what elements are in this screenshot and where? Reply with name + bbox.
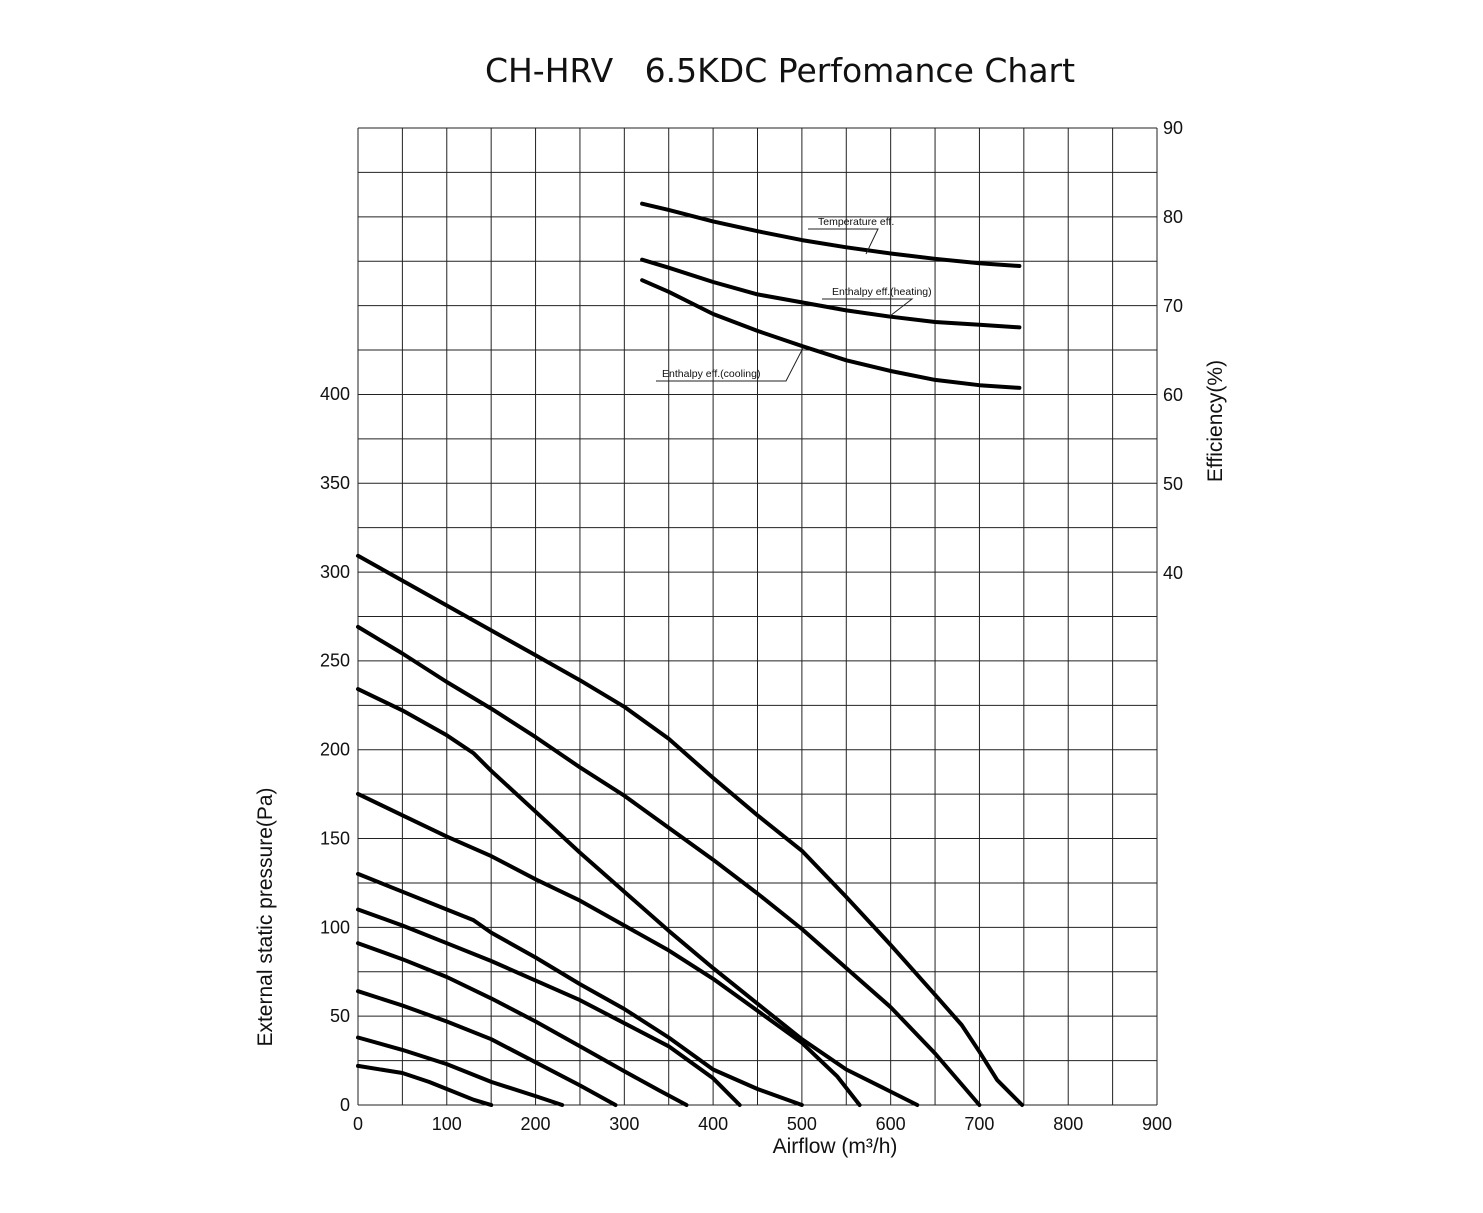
enthalpy-heating-eff-label: Enthalpy eff.(heating) (832, 286, 932, 298)
temperature-eff-label: Temperature eff. (818, 216, 894, 228)
x-tick-label: 600 (876, 1114, 906, 1134)
x-tick-label: 200 (521, 1114, 551, 1134)
enthalpy-cooling-eff-curve (640, 278, 1022, 390)
chart-title: CH-HRV 6.5KDC Perfomance Chart (485, 51, 1075, 90)
enthalpy-heating-eff-curve (640, 257, 1022, 330)
x-axis-label: Airflow (m³/h) (773, 1135, 898, 1158)
y-axis-label: External static pressure(Pa) (254, 787, 277, 1046)
y2-tick-label: 80 (1163, 207, 1183, 227)
y2-tick-label: 90 (1163, 118, 1183, 138)
y2-tick-label: 60 (1163, 385, 1183, 405)
y-tick-label: 150 (320, 828, 350, 848)
y-tick-label: 0 (340, 1095, 350, 1115)
pressure-curve-10 (356, 1063, 494, 1107)
x-tick-label: 400 (698, 1114, 728, 1134)
y-tick-label: 300 (320, 562, 350, 582)
pressure-curve-5 (356, 871, 804, 1107)
pressure-curve-8 (356, 989, 618, 1107)
pressure-curve-3 (356, 687, 920, 1107)
x-tick-label: 300 (609, 1114, 639, 1134)
y-tick-label: 100 (320, 917, 350, 937)
enthalpy-cooling-eff-label: Enthalpy eff.(cooling) (662, 368, 760, 380)
pressure-curve-7 (356, 941, 689, 1107)
x-tick-label: 100 (432, 1114, 462, 1134)
y-tick-label: 350 (320, 473, 350, 493)
grid (357, 127, 1158, 1106)
y-tick-label: 200 (320, 740, 350, 760)
temperature-eff-curve (640, 201, 1022, 268)
x-tick-label: 0 (353, 1114, 363, 1134)
annotations: Temperature eff. Enthalpy eff.(heating) En… (656, 216, 932, 382)
x-tick-label: 800 (1053, 1114, 1083, 1134)
y2-axis-label: Efficiency(%) (1204, 360, 1227, 482)
x-tick-label: 500 (787, 1114, 817, 1134)
x-tick-label: 700 (964, 1114, 994, 1134)
y-tick-label: 400 (320, 384, 350, 404)
pressure-curve-2 (356, 624, 982, 1107)
y2-tick-label: 50 (1163, 474, 1183, 494)
y2-tick-label: 70 (1163, 296, 1183, 316)
leader-line (822, 298, 914, 317)
y-tick-label: 50 (330, 1006, 350, 1026)
ticks: 0 100 200 300 400 500 600 700 800 900 0 50 100 150 200… (320, 118, 1183, 1134)
x-tick-label: 900 (1142, 1114, 1172, 1134)
y-tick-label: 250 (320, 651, 350, 671)
leader-line (808, 228, 879, 255)
pressure-curve-9 (356, 1035, 565, 1107)
y2-tick-label: 40 (1163, 563, 1183, 583)
leader-line (656, 347, 804, 382)
pressure-curve-4 (356, 791, 862, 1107)
pressure-curve-6 (356, 907, 742, 1107)
curves (356, 201, 1025, 1107)
pressure-curve-1 (356, 553, 1025, 1107)
